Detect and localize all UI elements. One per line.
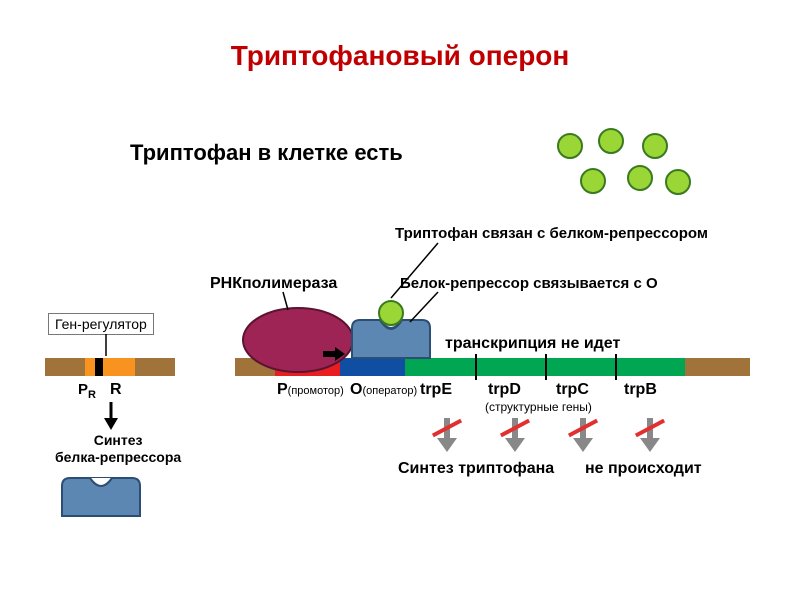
label-gene-regulator: Ген-регулятор (48, 313, 154, 335)
arrow-regulator-down (104, 402, 118, 430)
dna-segment (135, 358, 175, 376)
label-structural-genes: (структурные гены) (485, 400, 592, 414)
trp-molecule (642, 133, 668, 159)
label-polymerase: РНКполимераза (210, 275, 337, 293)
gene-tick (475, 354, 477, 380)
dna-segment (85, 358, 95, 376)
trp-molecule (627, 165, 653, 191)
pointer-repressor-binds (408, 292, 448, 326)
trp-molecule (557, 133, 583, 159)
trp-molecule (665, 169, 691, 195)
p-sub: (промотор) (288, 385, 344, 397)
p-text: P (277, 381, 288, 398)
dna-segment (45, 358, 85, 376)
polymerase-arrow (323, 347, 345, 361)
heading-trp-present: Триптофан в клетке есть (130, 140, 403, 166)
label-operator: O(оператор) (350, 381, 417, 399)
blocked-arrow (573, 418, 593, 454)
dna-segment (95, 358, 103, 376)
o-sub: (оператор) (362, 385, 417, 397)
label-polymerase-text: РНКполимераза (210, 275, 337, 292)
o-text: O (350, 381, 362, 398)
blocked-arrow (505, 418, 525, 454)
label-r: R (110, 381, 122, 399)
dna-segment (103, 358, 135, 376)
label-r-text: R (110, 381, 122, 398)
label-promoter: P(промотор) (277, 381, 344, 399)
label-trpE: trpE (420, 381, 452, 399)
label-trpB: trpB (624, 381, 657, 399)
label-trp-synth: Синтез триптофана (398, 460, 554, 478)
trp-molecule (598, 128, 624, 154)
label-trp-bound: Триптофан связан с белком-репрессором (395, 225, 708, 242)
trp-synth-text: Синтез триптофана (398, 460, 554, 477)
blocked-arrow (437, 418, 457, 454)
dna-segment (685, 358, 750, 376)
label-pr: PR (78, 381, 96, 401)
label-gene-regulator-text: Ген-регулятор (55, 316, 147, 332)
pointer-polymerase (278, 292, 298, 312)
not-happen-text: не происходит (585, 460, 702, 477)
label-trpD: trpD (488, 381, 521, 399)
slide-title: Триптофановый оперон (0, 40, 800, 72)
label-transcription-text: транскрипция не идет (445, 335, 620, 352)
heading-trp-present-text: Триптофан в клетке есть (130, 140, 403, 165)
structural-genes-text: (структурные гены) (485, 400, 592, 414)
label-synth-repressor: Синтез белка-репрессора (55, 432, 181, 466)
label-trp-bound-text: Триптофан связан с белком-репрессором (395, 225, 708, 242)
slide: { "title": { "text": "Триптофановый опер… (0, 0, 800, 600)
blocked-arrow (640, 418, 660, 454)
label-not-happen: не происходит (585, 460, 702, 478)
trp-molecule (580, 168, 606, 194)
pointer-gene-regulator (102, 334, 112, 358)
repressor-inactive (62, 478, 140, 516)
synth1: Синтез (94, 432, 143, 448)
label-transcription: транскрипция не идет (445, 335, 620, 353)
title-text: Триптофановый оперон (231, 40, 570, 71)
gene-tick (545, 354, 547, 380)
synth2: белка-репрессора (55, 449, 181, 465)
label-trpC: trpC (556, 381, 589, 399)
gene-tick (615, 354, 617, 380)
